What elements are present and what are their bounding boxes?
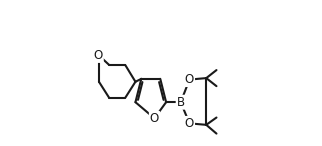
Text: O: O	[150, 112, 159, 125]
Text: O: O	[94, 49, 103, 62]
Text: O: O	[185, 117, 194, 130]
Text: O: O	[185, 73, 194, 86]
Text: B: B	[177, 96, 185, 109]
